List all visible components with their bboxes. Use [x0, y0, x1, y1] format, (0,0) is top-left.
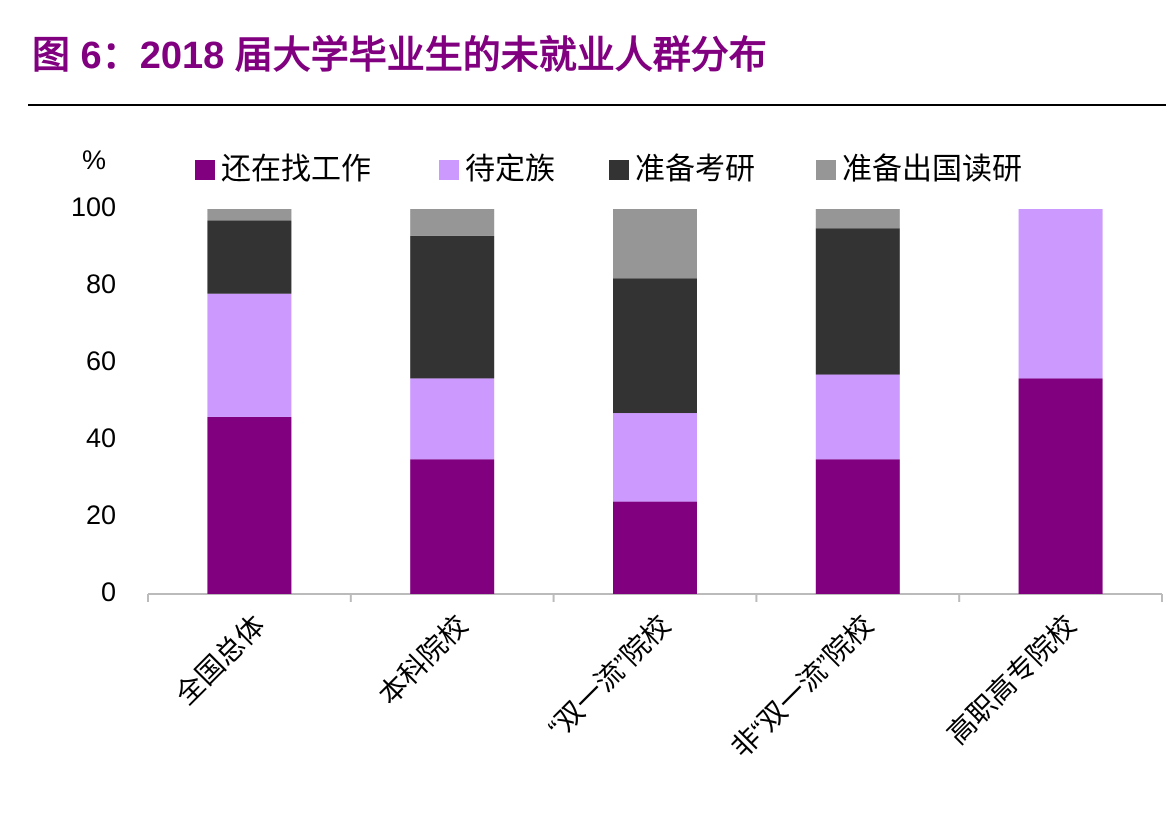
x-tick-label: 非“双一流”院校: [725, 610, 879, 764]
bar-segment: [815, 374, 900, 460]
y-tick-label: 80: [86, 269, 116, 299]
bar-segment: [410, 235, 495, 379]
bar-segment: [815, 459, 900, 594]
bar-segment: [410, 378, 495, 460]
legend-label: 准备考研: [635, 153, 755, 186]
bar-segment: [410, 209, 495, 236]
legend-label: 还在找工作: [221, 153, 371, 186]
bar-segment: [815, 228, 900, 375]
legend-label: 准备出国读研: [842, 153, 1022, 186]
bar-segment: [613, 501, 697, 594]
bar-segment: [207, 416, 292, 594]
y-tick-label: 100: [71, 192, 116, 222]
y-axis-label: %: [82, 145, 106, 175]
bar-segment: [815, 209, 900, 229]
bar-segment: [613, 413, 697, 502]
legend-swatch: [195, 160, 215, 180]
bar-segment: [207, 209, 292, 221]
legend-swatch: [439, 160, 459, 180]
legend-swatch: [816, 160, 836, 180]
bar-segment: [207, 293, 292, 417]
y-tick-label: 0: [101, 577, 116, 607]
legend-label: 待定族: [465, 153, 555, 186]
bar-segment: [1018, 378, 1103, 594]
x-tick-label: 全国总体: [170, 610, 271, 711]
bar-segment: [1018, 209, 1103, 379]
y-tick-label: 40: [86, 423, 116, 453]
bar-segment: [613, 209, 697, 279]
bar-segment: [410, 459, 495, 594]
legend-swatch: [609, 160, 629, 180]
chart-title: 图 6：2018 届大学毕业生的未就业人群分布: [32, 34, 767, 77]
bar-segment: [613, 278, 697, 414]
x-tick-label: 本科院校: [373, 610, 474, 711]
y-tick-label: 20: [86, 500, 116, 530]
y-tick-label: 60: [86, 346, 116, 376]
x-tick-label: 高职高专院校: [941, 610, 1082, 751]
x-tick-label: “双一流”院校: [542, 610, 676, 744]
bar-segment: [207, 220, 292, 294]
